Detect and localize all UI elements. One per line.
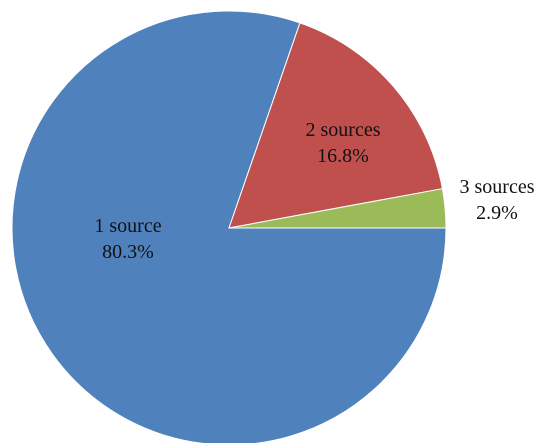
slice-percent-label: 2.9% [476, 202, 518, 224]
slice-category-label: 1 source [94, 215, 161, 237]
slice-category-label: 3 sources [460, 176, 535, 198]
slice-percent-label: 16.8% [317, 145, 369, 167]
pie-slices [11, 10, 447, 446]
slice-percent-label: 80.3% [102, 241, 154, 263]
pie-label-3: 3 sources 2.9% [460, 176, 535, 224]
pie-label-2: 2 sources 16.8% [306, 119, 381, 167]
pie-labels: 1 source 80.3% 2 sources 16.8% 3 sources 2.9% [94, 119, 534, 263]
pie-slice-2 [228, 22, 443, 229]
slice-category-label: 2 sources [306, 119, 381, 141]
pie-slice-3 [228, 188, 447, 229]
pie-label-1: 1 source 80.3% [94, 215, 161, 263]
